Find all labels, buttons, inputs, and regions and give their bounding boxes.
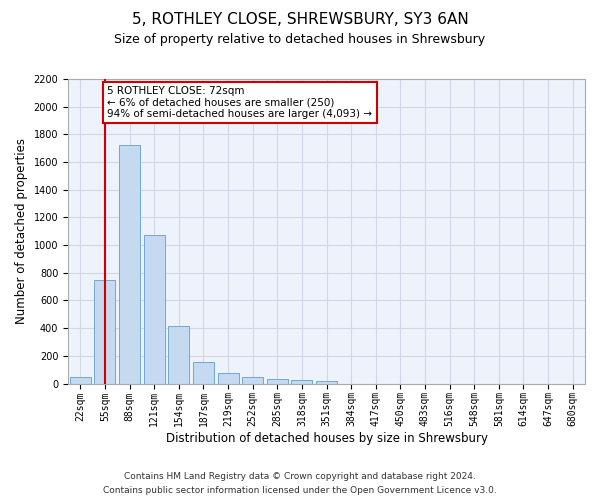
Bar xyxy=(292,380,313,384)
Bar xyxy=(119,146,140,384)
X-axis label: Distribution of detached houses by size in Shrewsbury: Distribution of detached houses by size … xyxy=(166,432,488,445)
Bar xyxy=(218,373,239,384)
Bar xyxy=(267,378,288,384)
Text: Contains public sector information licensed under the Open Government Licence v3: Contains public sector information licen… xyxy=(103,486,497,495)
Text: Contains HM Land Registry data © Crown copyright and database right 2024.: Contains HM Land Registry data © Crown c… xyxy=(124,472,476,481)
Bar xyxy=(242,378,263,384)
Bar xyxy=(193,362,214,384)
Bar xyxy=(70,376,91,384)
Text: 5 ROTHLEY CLOSE: 72sqm
← 6% of detached houses are smaller (250)
94% of semi-det: 5 ROTHLEY CLOSE: 72sqm ← 6% of detached … xyxy=(107,86,373,119)
Bar xyxy=(316,381,337,384)
Bar xyxy=(94,280,115,384)
Y-axis label: Number of detached properties: Number of detached properties xyxy=(15,138,28,324)
Text: Size of property relative to detached houses in Shrewsbury: Size of property relative to detached ho… xyxy=(115,32,485,46)
Text: 5, ROTHLEY CLOSE, SHREWSBURY, SY3 6AN: 5, ROTHLEY CLOSE, SHREWSBURY, SY3 6AN xyxy=(131,12,469,28)
Bar xyxy=(169,326,189,384)
Bar xyxy=(144,236,164,384)
